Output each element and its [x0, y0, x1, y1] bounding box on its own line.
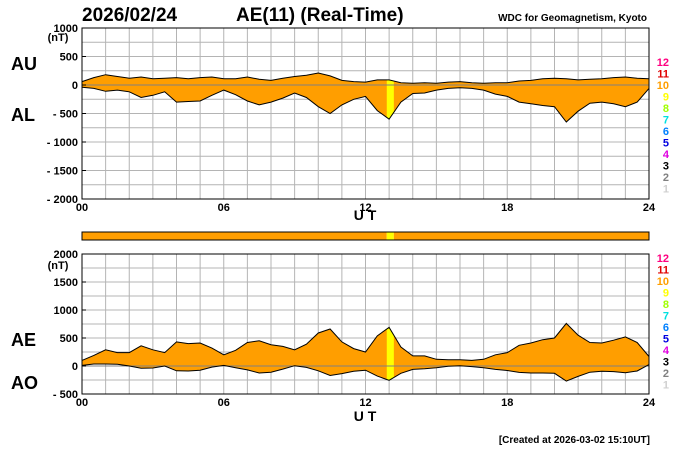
au-al-y-tick-label: - 1000 [47, 137, 78, 149]
au-al-y-tick-label: 0 [72, 80, 78, 92]
ae-ao-x-tick-label: 24 [643, 397, 656, 409]
level-label: 9 [663, 288, 669, 300]
au-al-panel: 1000 500 0 - 500 - 1000 - 1500 - 2000 00 06 12 18… [11, 23, 656, 223]
ae-ao-x-ticks: 00 06 12 18 24 [76, 397, 656, 409]
ae-ao-x-tick-label: 06 [218, 397, 230, 409]
source-label: WDC for Geomagnetism, Kyoto [498, 13, 647, 24]
level-label: 11 [657, 265, 669, 277]
level-label: 8 [663, 299, 669, 311]
ae-ao-x-tick-label: 00 [76, 397, 88, 409]
chart-date: 2026/02/24 [82, 5, 178, 26]
au-al-x-tick-label: 12 [359, 202, 371, 214]
ae-panel-label: AE [11, 330, 36, 350]
level-label: 5 [663, 138, 669, 150]
au-al-series [81, 72, 650, 123]
au-al-y-tick-label: 1000 [54, 23, 78, 35]
ae-ao-highlight-band [386, 323, 394, 382]
status-bar-frame [81, 231, 650, 241]
au-al-y-tick-label: - 2000 [47, 194, 78, 206]
au-al-y-tick-label: 500 [60, 52, 78, 64]
level-label: 1 [663, 184, 669, 196]
level-label: 12 [657, 253, 669, 265]
series-line-ae [81, 322, 650, 361]
ae-ao-frame [81, 253, 650, 395]
status-segment [82, 232, 387, 240]
ae-ao-series [81, 322, 650, 382]
level-label: 6 [663, 322, 669, 334]
level-label: 4 [663, 345, 670, 357]
ae-ao-y-tick-label: 1500 [54, 277, 78, 289]
ae-ao-y-tick-label: 1000 [54, 305, 78, 317]
chart-title: AE(11) (Real-Time) [236, 5, 404, 26]
au-panel-label: AU [11, 54, 37, 74]
ae-ao-y-ticks: 2000 1500 1000 500 0 - 500 [53, 249, 86, 401]
status-segment [386, 232, 394, 240]
au-al-highlight-band [386, 73, 394, 122]
level-label: 2 [663, 368, 669, 380]
level-label: 4 [663, 149, 670, 161]
ae-ao-y-tick-label: - 500 [53, 389, 78, 401]
level-label: 9 [663, 92, 669, 104]
ae-ao-x-tick-label: 18 [501, 397, 513, 409]
level-label: 2 [663, 172, 669, 184]
au-al-y-tick-label: - 1500 [47, 166, 78, 178]
series-line-au [81, 72, 650, 84]
level-label: 12 [657, 57, 669, 69]
au-al-x-axis-label: U T [354, 207, 377, 223]
level-label: 3 [663, 161, 669, 173]
level-label: 1 [663, 380, 669, 392]
level-label: 8 [663, 103, 669, 115]
level-label: 10 [657, 80, 669, 92]
ae-ao-y-tick-label: 0 [72, 361, 78, 373]
ao-panel-label: AO [11, 373, 38, 393]
au-al-y-tick-label: - 500 [53, 109, 78, 121]
ae-ao-unit-label: (nT) [48, 260, 69, 272]
au-al-unit-label: (nT) [48, 32, 69, 44]
au-al-y-ticks: 1000 500 0 - 500 - 1000 - 1500 - 2000 [47, 23, 86, 206]
al-panel-label: AL [11, 105, 35, 125]
created-timestamp: [Created at 2026-03-02 15:10UT] [499, 435, 650, 446]
level-label: 11 [657, 69, 669, 81]
au-al-x-tick-label: 18 [501, 202, 513, 214]
ae-ao-panel: 2000 1500 1000 500 0 - 500 00 06 12 18 24 (nT) U … [11, 249, 656, 424]
ae-ao-x-axis-label: U T [354, 408, 377, 424]
status-segment [393, 232, 649, 240]
level-label: 7 [663, 115, 669, 127]
ae-ao-x-tick-label: 12 [359, 397, 371, 409]
au-al-x-tick-label: 24 [643, 202, 656, 214]
series-line-ao [81, 363, 650, 382]
series-line-al [81, 86, 650, 123]
status-bar [81, 231, 650, 241]
au-al-x-tick-label: 06 [218, 202, 230, 214]
au-al-x-ticks: 00 06 12 18 24 [76, 202, 656, 214]
level-label: 10 [657, 276, 669, 288]
level-label: 7 [663, 311, 669, 323]
au-al-x-tick-label: 00 [76, 202, 88, 214]
level-label: 5 [663, 334, 669, 346]
ae-ao-y-tick-label: 2000 [54, 249, 78, 261]
level-label: 3 [663, 357, 669, 369]
level-label: 6 [663, 126, 669, 138]
ae-ao-y-tick-label: 500 [60, 333, 78, 345]
